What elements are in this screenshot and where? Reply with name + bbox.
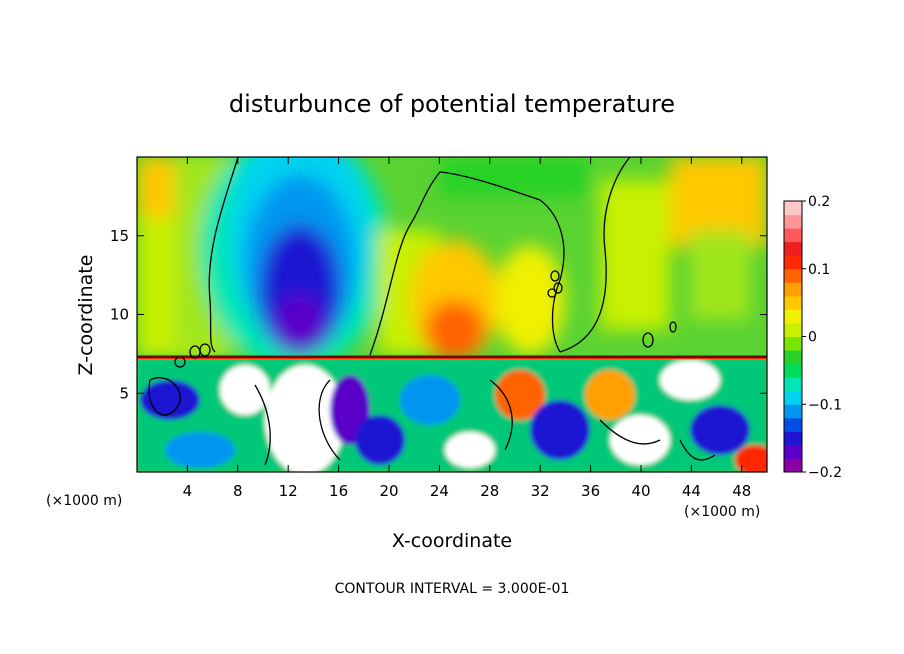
lower-contour — [599, 419, 661, 445]
colorbar-segment — [784, 458, 802, 473]
y-tick-label: 5 — [119, 384, 129, 402]
colorbar-segment — [784, 255, 802, 270]
contour-loop — [547, 288, 557, 298]
x-tick-label: 48 — [732, 482, 751, 500]
colorbar-segment — [784, 322, 802, 337]
colorbar-segment — [784, 214, 802, 229]
zero-contour — [369, 171, 565, 356]
field-patch — [690, 405, 750, 455]
colorbar-frame — [783, 200, 803, 473]
colorbar-segment — [784, 363, 802, 378]
lower-contour — [318, 379, 341, 461]
field-patch — [495, 245, 565, 355]
y-axis-label: Z-coordinate — [75, 255, 97, 376]
field-patch — [137, 157, 177, 217]
field-patch — [165, 432, 235, 468]
colorbar-segment — [784, 228, 802, 243]
colorbar-segment — [784, 377, 802, 392]
colorbar-segment — [784, 431, 802, 446]
field-patch — [530, 400, 590, 460]
contour-interval-note: CONTOUR INTERVAL = 3.000E-01 — [335, 581, 570, 597]
colorbar-segment — [784, 390, 802, 405]
field-patch — [265, 365, 345, 472]
x-tick-label: 16 — [329, 482, 348, 500]
zero-contour — [559, 157, 631, 353]
field-patch — [425, 300, 485, 360]
colorbar-segment — [784, 295, 802, 310]
y-tick-label: 10 — [110, 306, 129, 324]
plot-area — [137, 157, 767, 472]
field-patch — [220, 365, 270, 415]
field-patch — [495, 370, 545, 420]
lower-contour — [148, 377, 181, 416]
lower-contour — [254, 384, 271, 466]
x-axis-label: X-coordinate — [392, 530, 512, 552]
colorbar-segment — [784, 282, 802, 297]
y-tick-label: 15 — [110, 227, 129, 245]
colorbar-segment — [784, 309, 802, 324]
field-patch — [355, 415, 405, 465]
x-tick-label: 44 — [682, 482, 701, 500]
colorbar-segment — [784, 241, 802, 256]
colorbar-tick-label: 0.1 — [808, 262, 830, 278]
field-patch — [275, 295, 325, 355]
field-patch — [445, 432, 495, 468]
contour-loop — [669, 321, 677, 333]
field-patch — [610, 415, 670, 465]
colorbar-segment — [784, 201, 802, 216]
x-unit-left: (×1000 m) — [46, 493, 122, 509]
contour-loop — [553, 282, 563, 294]
field-patch — [585, 370, 635, 420]
field-patch — [600, 180, 670, 330]
field-patch — [400, 375, 460, 425]
x-tick-label: 8 — [233, 482, 243, 500]
colorbar-tick-label: −0.2 — [808, 465, 842, 481]
x-tick-label: 40 — [631, 482, 650, 500]
colorbar-tick-label: 0.2 — [808, 194, 830, 210]
colorbar-segment — [784, 404, 802, 419]
colorbar: 0.2 0.1 0 −0.1 −0.2 — [784, 194, 842, 481]
contour-loop — [642, 332, 654, 348]
colorbar-segment — [784, 268, 802, 283]
colorbar-segment — [784, 336, 802, 351]
colorbar-tick-label: −0.1 — [808, 397, 842, 413]
field-patch — [660, 360, 720, 400]
colorbar-segment — [784, 417, 802, 432]
colorbar-tick-label: 0 — [808, 330, 817, 346]
x-tick-label: 4 — [183, 482, 193, 500]
zero-contour — [208, 157, 239, 353]
x-axis-ticks: 4 8 12 16 20 24 28 32 36 40 44 48 — [183, 157, 751, 500]
contour-loop — [550, 270, 560, 282]
colorbar-segment — [784, 350, 802, 365]
x-tick-label: 32 — [531, 482, 550, 500]
x-tick-label: 28 — [480, 482, 499, 500]
lower-field — [137, 358, 767, 472]
y-axis-ticks: 5 10 15 — [110, 227, 767, 402]
x-tick-label: 24 — [430, 482, 449, 500]
x-tick-label: 20 — [379, 482, 398, 500]
lower-contour — [489, 379, 513, 451]
field-patch — [690, 230, 750, 320]
upper-field — [137, 157, 767, 370]
colorbar-segment — [784, 444, 802, 459]
field-patch — [735, 445, 767, 472]
x-tick-label: 12 — [279, 482, 298, 500]
contour-loop — [199, 343, 211, 357]
contour-lines — [137, 157, 767, 466]
x-unit-right: (×1000 m) — [684, 504, 760, 520]
lower-contour — [679, 439, 716, 461]
x-tick-label: 36 — [581, 482, 600, 500]
chart-title: disturbunce of potential temperature — [229, 90, 675, 118]
